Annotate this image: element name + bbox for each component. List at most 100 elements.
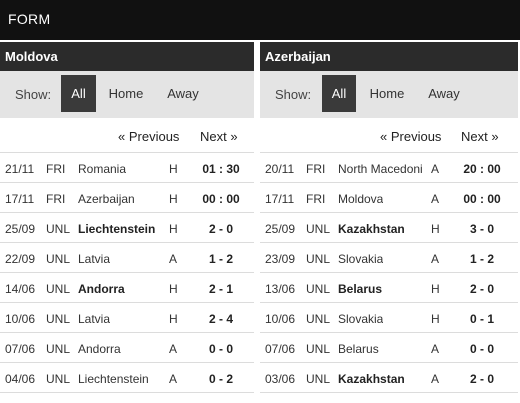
- venue: H: [169, 312, 178, 326]
- filter-bar: Show: All Home Away: [0, 71, 254, 118]
- venue: H: [169, 282, 178, 296]
- competition: UNL: [46, 342, 71, 356]
- venue: A: [431, 162, 440, 176]
- venue: A: [169, 252, 178, 266]
- match-date: 23/09: [265, 252, 296, 266]
- score: 00 : 00: [202, 192, 240, 206]
- score: 2 - 1: [208, 282, 233, 296]
- score: 2 - 4: [208, 312, 233, 326]
- opponent-name: Andorra: [78, 282, 125, 296]
- competition: UNL: [46, 282, 71, 296]
- competition: UNL: [306, 222, 331, 236]
- competition: UNL: [46, 312, 71, 326]
- match-row[interactable]: 20/11 FRI North Macedonia A 20 : 00: [260, 153, 518, 183]
- match-date: 10/06: [265, 312, 296, 326]
- opponent-name: Liechtenstein: [78, 372, 149, 386]
- competition: FRI: [46, 192, 66, 206]
- match-row[interactable]: 10/06 UNL Slovakia H 0 - 1: [260, 303, 518, 333]
- match-row[interactable]: 25/09 UNL Kazakhstan H 3 - 0: [260, 213, 518, 243]
- score: 0 - 0: [208, 342, 233, 356]
- score: 2 - 0: [208, 222, 233, 236]
- competition: FRI: [306, 162, 326, 176]
- match-date: 03/06: [265, 372, 296, 386]
- competition: UNL: [306, 342, 331, 356]
- venue: H: [169, 162, 178, 176]
- opponent-name: Kazakhstan: [338, 222, 405, 236]
- filter-away-button[interactable]: Away: [428, 86, 460, 101]
- filter-away-button[interactable]: Away: [167, 86, 199, 101]
- match-date: 25/09: [265, 222, 296, 236]
- form-header-bar: FORM: [0, 0, 520, 40]
- opponent-name: Moldova: [338, 192, 384, 206]
- opponent-name: Latvia: [78, 252, 111, 266]
- next-link[interactable]: Next »: [200, 129, 238, 144]
- match-row[interactable]: 22/09 UNL Latvia A 1 - 2: [0, 243, 254, 273]
- venue: H: [169, 192, 178, 206]
- match-row[interactable]: 07/06 UNL Andorra A 0 - 0: [0, 333, 254, 363]
- page-title: FORM: [8, 11, 51, 27]
- previous-link[interactable]: « Previous: [380, 129, 442, 144]
- score: 2 - 0: [469, 372, 494, 386]
- match-row[interactable]: 23/09 UNL Slovakia A 1 - 2: [260, 243, 518, 273]
- match-row[interactable]: 21/11 FRI Romania H 01 : 30: [0, 153, 254, 183]
- venue: A: [431, 252, 440, 266]
- team-name: Moldova: [0, 42, 254, 71]
- match-date: 17/11: [265, 192, 295, 206]
- match-row[interactable]: 25/09 UNL Liechtenstein H 2 - 0: [0, 213, 254, 243]
- match-row[interactable]: 13/06 UNL Belarus H 2 - 0: [260, 273, 518, 303]
- filter-home-button[interactable]: Home: [108, 86, 144, 101]
- opponent-name: Slovakia: [338, 252, 384, 266]
- match-date: 22/09: [5, 252, 36, 266]
- venue: A: [431, 342, 440, 356]
- filter-all-button[interactable]: All: [322, 75, 356, 112]
- score: 01 : 30: [202, 162, 240, 176]
- match-list: 20/11 FRI North Macedonia A 20 : 00 17/11 FRI M…: [260, 152, 518, 393]
- show-label: Show:: [275, 87, 312, 102]
- filter-home-button[interactable]: Home: [369, 86, 405, 101]
- score: 1 - 2: [469, 252, 494, 266]
- opponent-name: Romania: [78, 162, 127, 176]
- opponent-name: Belarus: [338, 282, 383, 296]
- venue: H: [431, 222, 440, 236]
- competition: FRI: [306, 192, 326, 206]
- score: 0 - 1: [469, 312, 494, 326]
- venue: A: [169, 342, 178, 356]
- match-date: 20/11: [265, 162, 295, 176]
- match-date: 25/09: [5, 222, 36, 236]
- match-row[interactable]: 17/11 FRI Moldova A 00 : 00: [260, 183, 518, 213]
- opponent-name: Slovakia: [338, 312, 384, 326]
- filter-bar: Show: All Home Away: [260, 71, 518, 118]
- match-row[interactable]: 07/06 UNL Belarus A 0 - 0: [260, 333, 518, 363]
- opponent-name: Azerbaijan: [78, 192, 135, 206]
- venue: A: [431, 192, 440, 206]
- score: 1 - 2: [208, 252, 233, 266]
- team-panel-home: Moldova Show: All Home Away « Previous N…: [0, 42, 254, 400]
- team-panel-away: Azerbaijan Show: All Home Away « Previou…: [260, 42, 518, 400]
- match-date: 10/06: [5, 312, 36, 326]
- match-row[interactable]: 03/06 UNL Kazakhstan A 2 - 0: [260, 363, 518, 393]
- venue: H: [431, 312, 440, 326]
- competition: UNL: [306, 312, 331, 326]
- score: 3 - 0: [469, 222, 494, 236]
- match-date: 07/06: [265, 342, 296, 356]
- match-row[interactable]: 10/06 UNL Latvia H 2 - 4: [0, 303, 254, 333]
- venue: A: [169, 372, 178, 386]
- venue: H: [169, 222, 178, 236]
- match-row[interactable]: 04/06 UNL Liechtenstein A 0 - 2: [0, 363, 254, 393]
- match-row[interactable]: 17/11 FRI Azerbaijan H 00 : 00: [0, 183, 254, 213]
- pager: « Previous Next »: [0, 118, 254, 152]
- opponent-name: Andorra: [78, 342, 121, 356]
- score: 0 - 2: [208, 372, 233, 386]
- score: 20 : 00: [463, 162, 501, 176]
- competition: FRI: [46, 162, 66, 176]
- next-link[interactable]: Next »: [461, 129, 499, 144]
- score: 0 - 0: [469, 342, 494, 356]
- opponent-name: Liechtenstein: [78, 222, 156, 236]
- show-label: Show:: [15, 87, 52, 102]
- filter-all-button[interactable]: All: [61, 75, 96, 112]
- competition: UNL: [306, 252, 331, 266]
- match-row[interactable]: 14/06 UNL Andorra H 2 - 1: [0, 273, 254, 303]
- previous-link[interactable]: « Previous: [118, 129, 180, 144]
- competition: UNL: [46, 372, 71, 386]
- match-date: 21/11: [5, 162, 35, 176]
